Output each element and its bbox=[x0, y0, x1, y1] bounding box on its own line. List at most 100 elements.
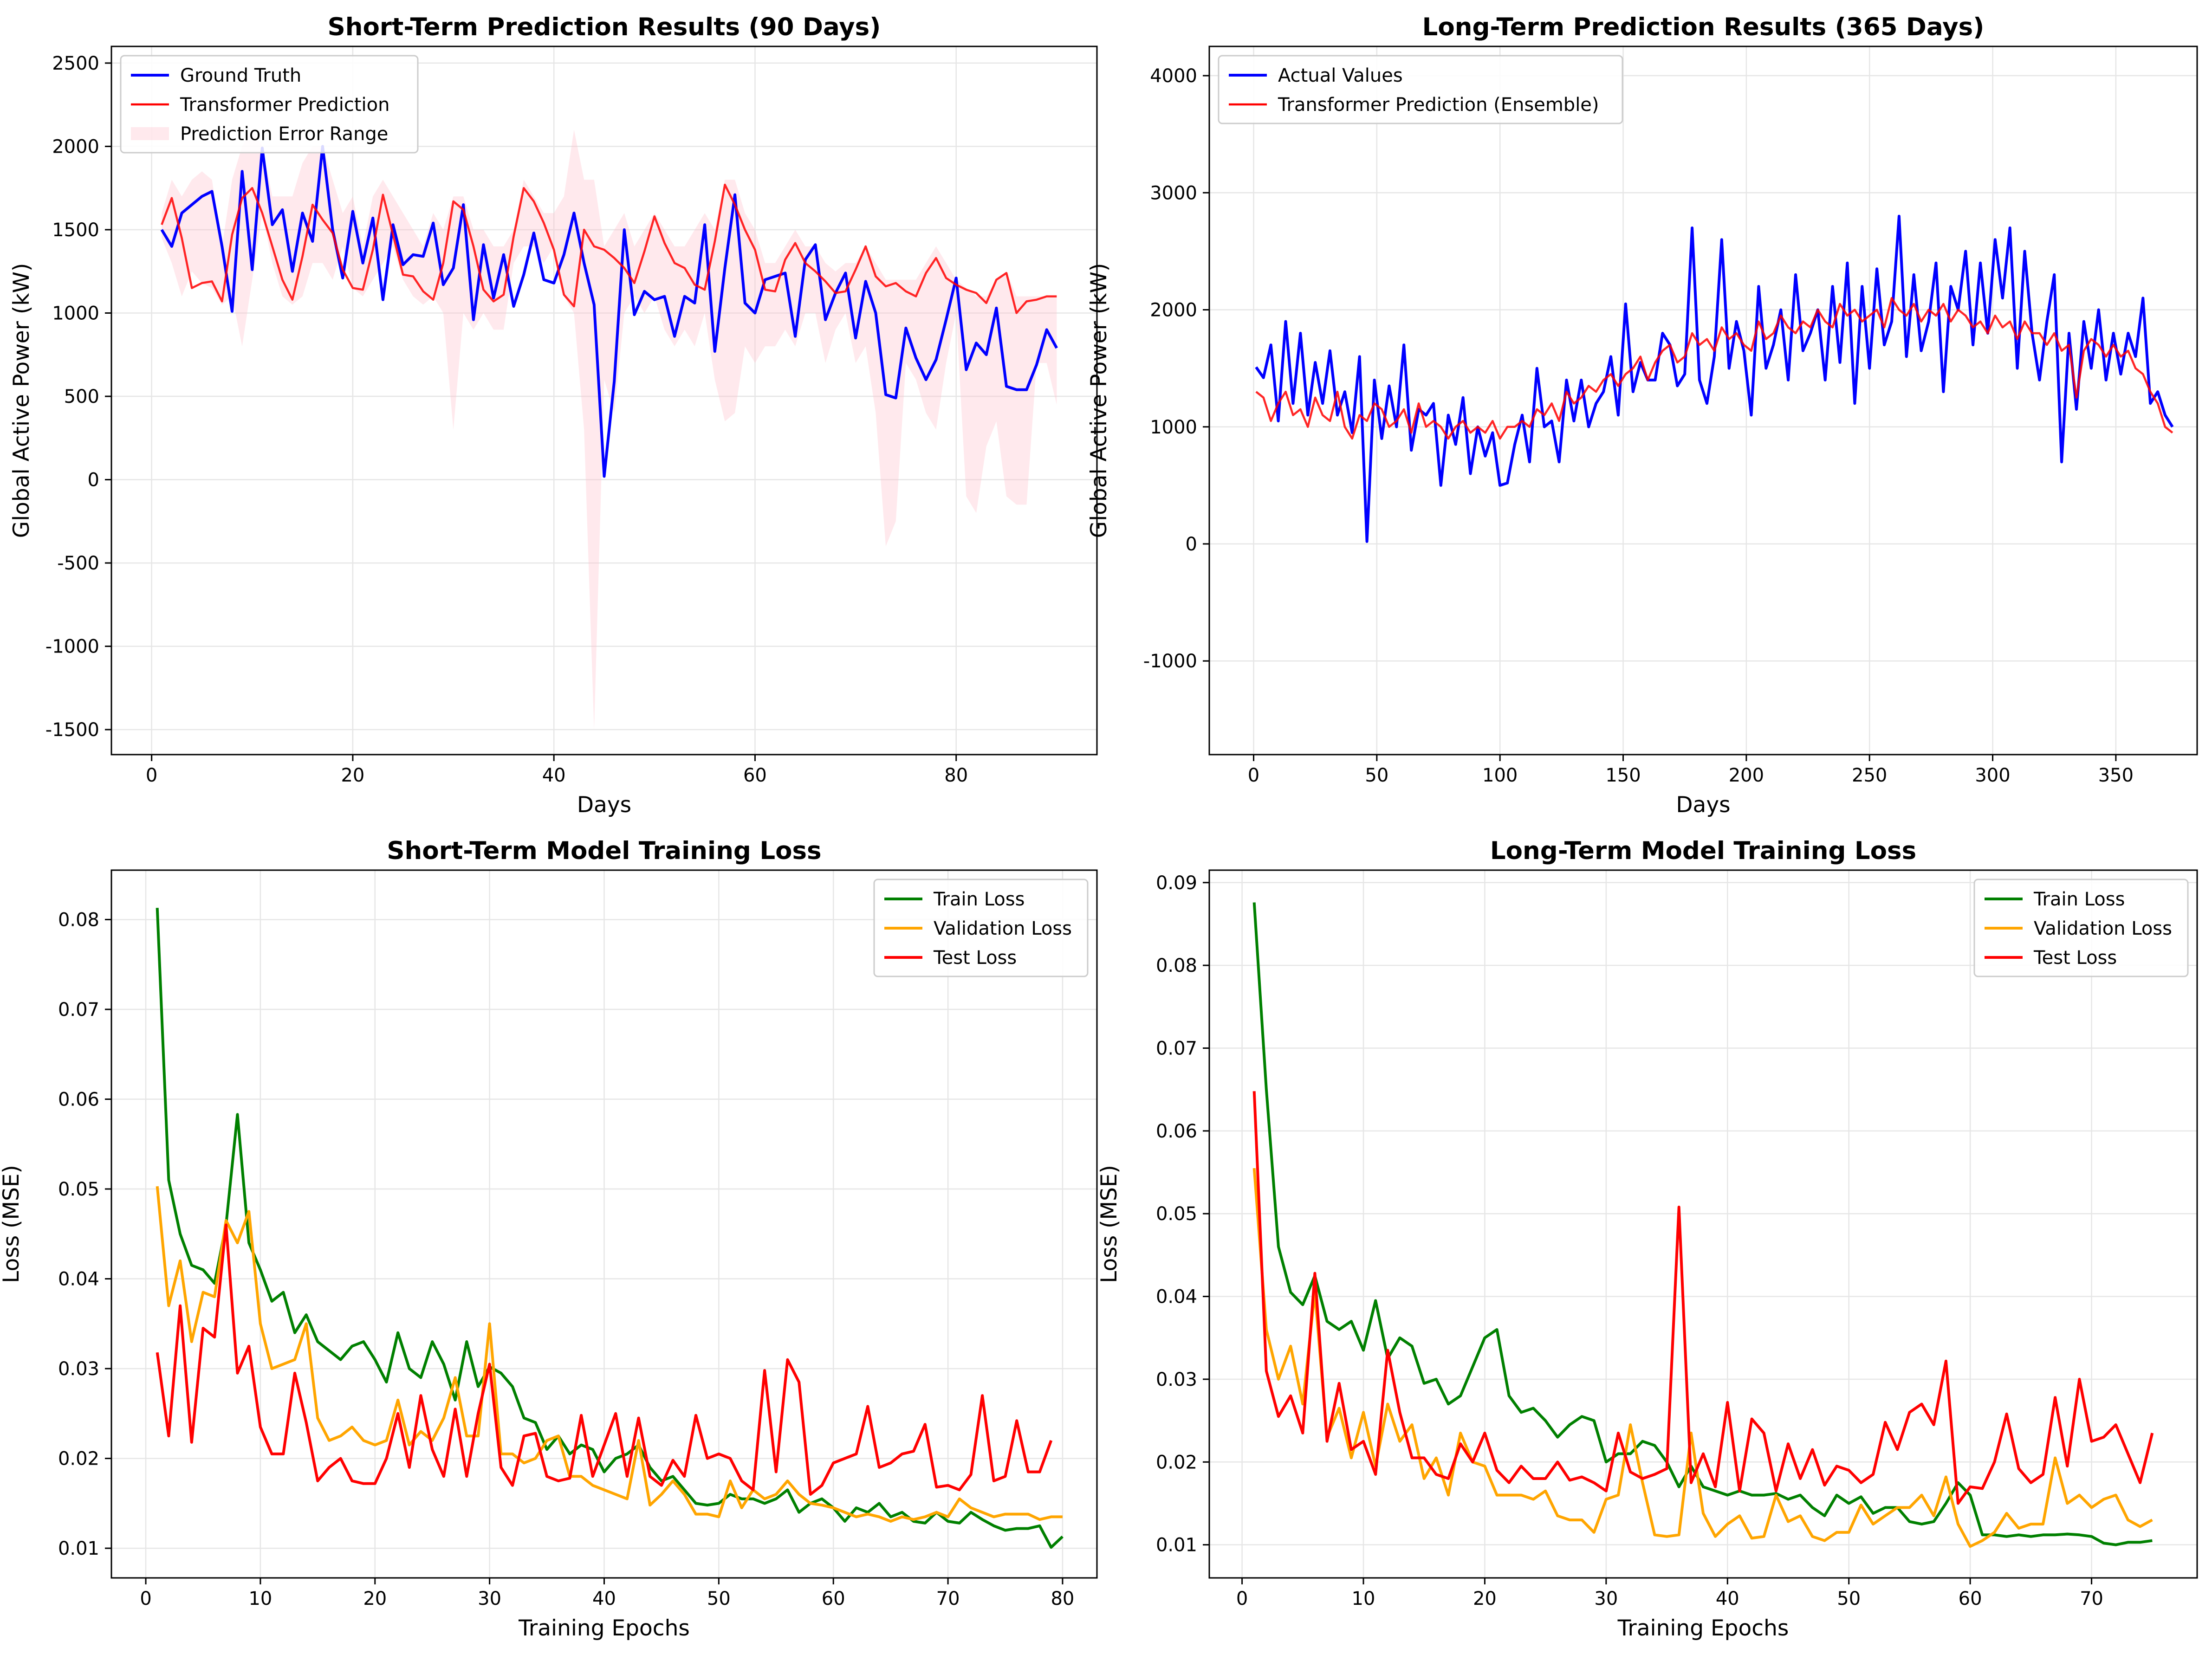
y-tick-label: 0.03 bbox=[1156, 1369, 1197, 1390]
y-tick-label: -1000 bbox=[45, 636, 99, 658]
y-tick-label: 0.03 bbox=[58, 1358, 99, 1380]
series-line-2 bbox=[156, 1223, 1053, 1496]
x-tick-label: 200 bbox=[1729, 765, 1764, 786]
x-tick-label: 50 bbox=[1365, 765, 1388, 786]
y-tick-label: 2500 bbox=[52, 53, 99, 74]
x-tick-label: 80 bbox=[944, 765, 968, 786]
x-tick-label: 250 bbox=[1852, 765, 1887, 786]
y-tick-label: 0.01 bbox=[1156, 1535, 1197, 1556]
plot-area bbox=[160, 129, 1058, 730]
y-tick-label: 0.06 bbox=[58, 1089, 99, 1110]
chart-title: Long-Term Model Training Loss bbox=[1490, 837, 1916, 865]
x-tick-label: 30 bbox=[478, 1588, 501, 1609]
y-tick-label: 1500 bbox=[52, 220, 99, 241]
x-tick-label: 30 bbox=[1594, 1588, 1618, 1609]
legend: Train Loss Validation Loss Test Loss bbox=[1973, 879, 2189, 977]
legend: Ground Truth Transformer Prediction Predic… bbox=[120, 55, 419, 154]
y-tick-label: 0.09 bbox=[1156, 872, 1197, 894]
x-tick-label: 40 bbox=[592, 1588, 616, 1609]
y-axis-label: Loss (MSE) bbox=[1096, 1165, 1122, 1283]
ticks: 0 20 40 60 80 -1500 -1000 -500 0 500 1000 1500 2000 2… bbox=[45, 53, 968, 786]
chart-title: Long-Term Prediction Results (365 Days) bbox=[1422, 13, 1985, 41]
chart-panel-1: 0 20 40 60 80 -1500 -1000 -500 0 500 1000 1500 2000 2… bbox=[9, 13, 1098, 818]
legend-box bbox=[873, 879, 1089, 977]
legend-label-0: Actual Values bbox=[1278, 65, 1403, 86]
y-axis-label: Global Active Power (kW) bbox=[1086, 263, 1112, 538]
series-line-0 bbox=[160, 145, 1058, 478]
y-tick-label: 0.01 bbox=[58, 1538, 99, 1559]
x-tick-label: 40 bbox=[542, 765, 566, 786]
legend-label-1: Validation Loss bbox=[2034, 918, 2172, 939]
y-tick-label: -500 bbox=[57, 553, 99, 574]
legend-label-1: Transformer Prediction bbox=[180, 94, 389, 116]
chart-panel-3: 0 10 20 30 40 50 60 70 80 0.01 0.02 0.03 0.04 0.05 0.0… bbox=[0, 837, 1098, 1641]
x-tick-label: 300 bbox=[1975, 765, 2010, 786]
legend: Actual Values Transformer Prediction (Ens… bbox=[1218, 55, 1623, 124]
x-tick-label: 10 bbox=[1352, 1588, 1375, 1609]
x-tick-label: 70 bbox=[936, 1588, 960, 1609]
x-axis-label: Days bbox=[1676, 792, 1730, 818]
y-tick-label: 0.05 bbox=[58, 1179, 99, 1200]
x-tick-label: 60 bbox=[822, 1588, 845, 1609]
legend-box bbox=[1218, 55, 1623, 124]
y-tick-label: 0.07 bbox=[58, 999, 99, 1021]
x-tick-label: 0 bbox=[146, 765, 157, 786]
x-axis-label: Training Epochs bbox=[1617, 1615, 1789, 1641]
y-tick-label: 0.08 bbox=[1156, 955, 1197, 976]
legend-label-1: Validation Loss bbox=[934, 918, 1072, 939]
legend: Train Loss Validation Loss Test Loss bbox=[873, 879, 1089, 977]
series-line-0 bbox=[1252, 902, 2153, 1546]
y-axis-label: Loss (MSE) bbox=[0, 1165, 24, 1283]
y-tick-label: 3000 bbox=[1150, 182, 1197, 204]
x-tick-label: 60 bbox=[743, 765, 767, 786]
series-line-2 bbox=[1252, 1091, 2154, 1505]
x-tick-label: 0 bbox=[1248, 765, 1259, 786]
x-tick-label: 20 bbox=[1473, 1588, 1497, 1609]
legend-box bbox=[120, 55, 419, 154]
y-axis-label: Global Active Power (kW) bbox=[9, 263, 34, 538]
chart-panel-2: 0 50 100 150 200 250 300 350 -1000 0 1000 2000 3000 4… bbox=[1086, 13, 2198, 818]
x-tick-label: 0 bbox=[1236, 1588, 1248, 1609]
ticks: 0 10 20 30 40 50 60 70 80 0.01 0.02 0.03 0.04 0.05 0.0… bbox=[58, 909, 1074, 1609]
x-tick-label: 40 bbox=[1716, 1588, 1739, 1609]
legend-swatch-2 bbox=[131, 127, 169, 140]
y-tick-label: 0 bbox=[88, 470, 99, 491]
plot-area bbox=[156, 908, 1064, 1549]
x-tick-label: 20 bbox=[363, 1588, 387, 1609]
x-tick-label: 100 bbox=[1482, 765, 1518, 786]
ticks: 0 50 100 150 200 250 300 350 -1000 0 1000 2000 3000 4… bbox=[1143, 65, 2134, 786]
x-tick-label: 70 bbox=[2080, 1588, 2103, 1609]
y-tick-label: 0.02 bbox=[58, 1448, 99, 1470]
y-tick-label: 0.08 bbox=[58, 909, 99, 930]
y-tick-label: 0.06 bbox=[1156, 1121, 1197, 1142]
x-tick-label: 50 bbox=[707, 1588, 731, 1609]
y-tick-label: 0 bbox=[1186, 534, 1197, 555]
legend-label-1: Transformer Prediction (Ensemble) bbox=[1278, 94, 1599, 116]
series-line-0 bbox=[1255, 214, 2174, 543]
series-line-1 bbox=[1255, 297, 2173, 440]
x-tick-label: 10 bbox=[248, 1588, 272, 1609]
legend-label-0: Ground Truth bbox=[180, 65, 301, 86]
x-tick-label: 50 bbox=[1837, 1588, 1861, 1609]
x-axis-label: Training Epochs bbox=[518, 1615, 690, 1641]
x-tick-label: 0 bbox=[140, 1588, 151, 1609]
plot-area bbox=[1255, 214, 2174, 543]
series-line-1 bbox=[156, 1186, 1063, 1523]
series-line-1 bbox=[161, 183, 1057, 314]
series-line-1 bbox=[1252, 1168, 2153, 1548]
legend-label-2: Test Loss bbox=[933, 947, 1017, 969]
axes-frame bbox=[110, 45, 1098, 756]
y-tick-label: 0.04 bbox=[58, 1269, 99, 1290]
y-tick-label: 1000 bbox=[1150, 417, 1197, 438]
grid bbox=[111, 870, 1097, 1578]
legend-label-2: Test Loss bbox=[2033, 947, 2117, 969]
axes-frame bbox=[1208, 45, 2198, 756]
y-tick-label: 0.05 bbox=[1156, 1203, 1197, 1225]
x-tick-label: 20 bbox=[341, 765, 364, 786]
y-tick-label: 2000 bbox=[52, 136, 99, 157]
y-tick-label: -1500 bbox=[45, 719, 99, 741]
axes-frame bbox=[1208, 869, 2198, 1579]
y-tick-label: 0.07 bbox=[1156, 1038, 1197, 1059]
